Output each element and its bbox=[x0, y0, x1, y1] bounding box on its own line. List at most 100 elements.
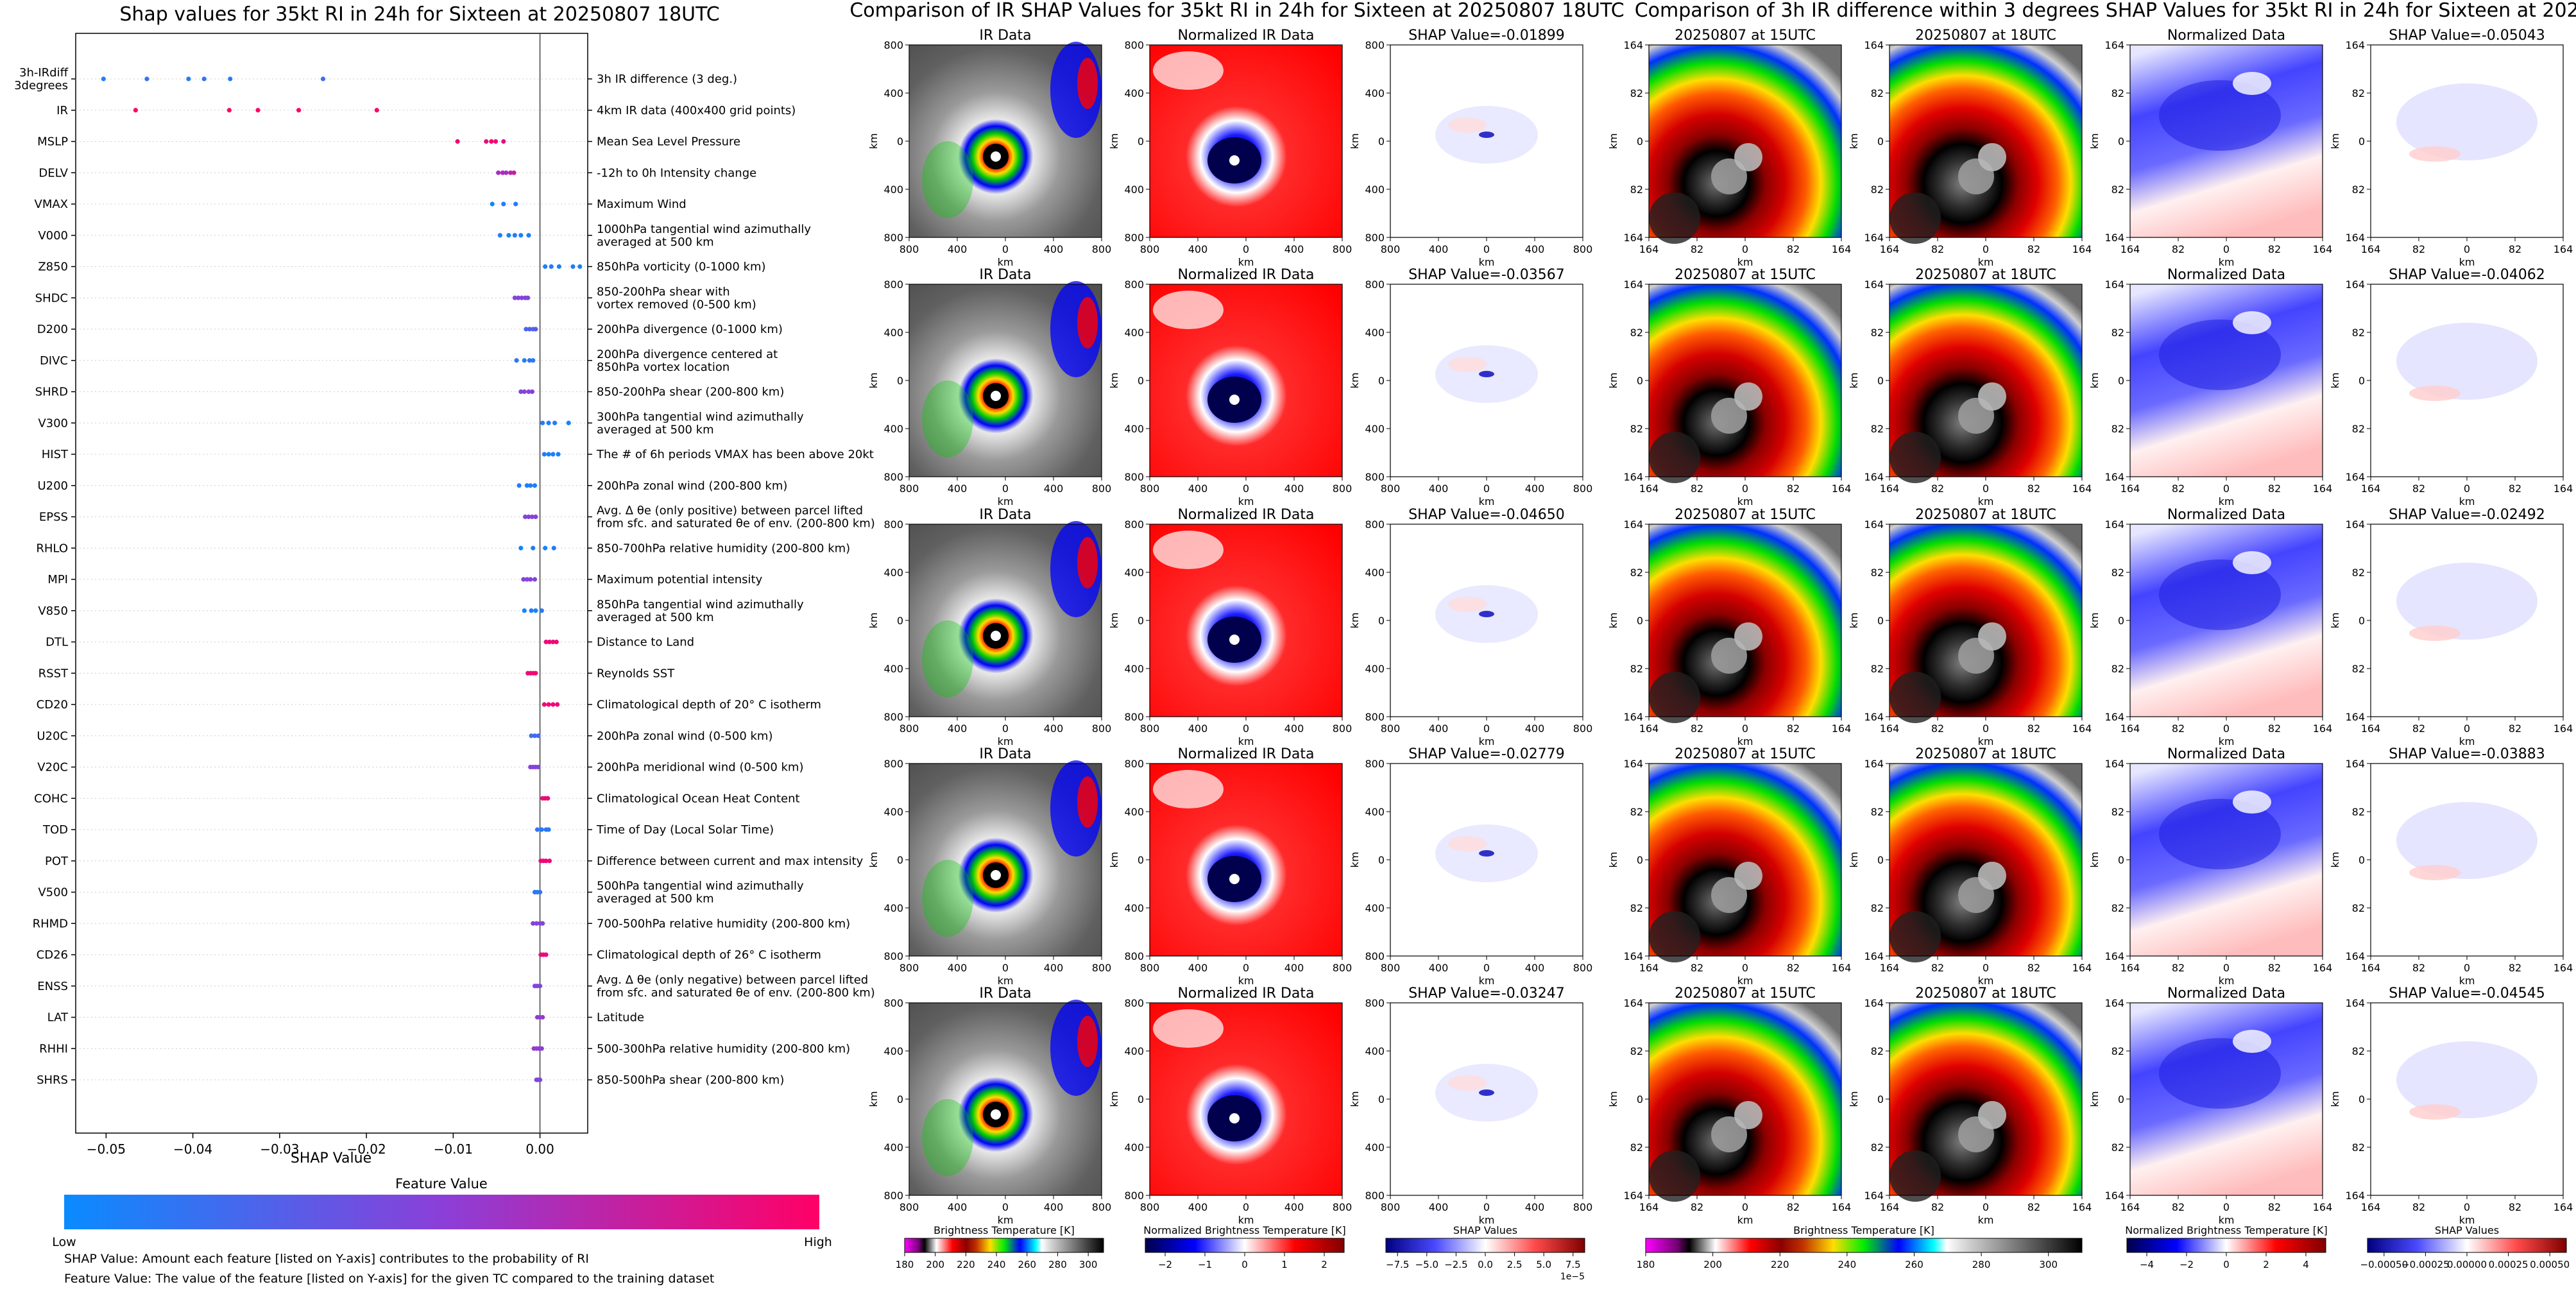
y-tick-label: 400 bbox=[1124, 327, 1144, 339]
y-tick-label: 82 bbox=[1630, 902, 1643, 914]
y-tick-label: 400 bbox=[1124, 902, 1144, 914]
y-tick-label: 400 bbox=[1365, 567, 1385, 579]
summary-xlabel: SHAP Value bbox=[291, 1150, 371, 1166]
feature-description-label: 4km IR data (400x400 grid points) bbox=[597, 104, 796, 117]
feature-description-label: vortex removed (0-500 km) bbox=[597, 298, 756, 311]
x-tick-label: 400 bbox=[1525, 722, 1545, 735]
x-tick-label: 800 bbox=[1140, 1201, 1160, 1213]
negative-difference bbox=[2159, 559, 2281, 630]
x-tick-label: 0 bbox=[1742, 962, 1748, 974]
shap-point bbox=[536, 733, 541, 738]
shap-positive-area bbox=[2409, 386, 2461, 401]
feature-description-label: 200hPa zonal wind (0-500 km) bbox=[597, 730, 773, 743]
y-tick-label: 0 bbox=[1378, 854, 1385, 866]
shap-point bbox=[504, 170, 509, 175]
shap-point bbox=[228, 76, 233, 81]
shap-point bbox=[529, 389, 535, 395]
x-tick-label: 164 bbox=[1832, 962, 1852, 974]
shap-positive-area bbox=[2409, 146, 2461, 162]
irdiff-shap-title: SHAP Value=-0.02492 bbox=[2389, 507, 2545, 523]
x-tick-label: 400 bbox=[1188, 1201, 1208, 1213]
y-axis-label: km bbox=[1607, 133, 1619, 149]
y-tick-label: 82 bbox=[2352, 902, 2365, 914]
shap-point bbox=[133, 108, 138, 113]
x-axis-label: km bbox=[1978, 1214, 1994, 1226]
ir-rainband bbox=[922, 1099, 973, 1176]
convective-core bbox=[1978, 1101, 2006, 1129]
shap-point bbox=[529, 733, 534, 738]
x-tick-label: 400 bbox=[1044, 482, 1064, 495]
x-tick-label: 0 bbox=[2464, 962, 2470, 974]
x-tick-label: 164 bbox=[2554, 243, 2573, 255]
shap-point bbox=[522, 389, 527, 395]
feature-name-label: SHRS bbox=[37, 1073, 68, 1087]
x-tick-label: 0 bbox=[1002, 482, 1009, 495]
x-tick-label: 0 bbox=[2223, 243, 2230, 255]
y-tick-label: 82 bbox=[2111, 806, 2124, 818]
ir-data-title: IR Data bbox=[979, 986, 1031, 1002]
y-tick-label: 0 bbox=[1637, 615, 1643, 627]
colorbar-tick-label: 240 bbox=[987, 1259, 1006, 1270]
shap-positive-area bbox=[2409, 626, 2461, 641]
y-tick-label: 82 bbox=[2111, 327, 2124, 339]
y-tick-label: 400 bbox=[1365, 87, 1385, 99]
y-tick-label: 164 bbox=[2104, 758, 2124, 770]
normalized-eye bbox=[1229, 155, 1240, 166]
shap-point bbox=[546, 452, 551, 457]
feature-description-label: 500hPa tangential wind azimuthally bbox=[597, 880, 804, 893]
x-tick-label: 164 bbox=[1639, 722, 1659, 735]
x-axis-label: km bbox=[2459, 256, 2475, 268]
x-tick-label: 0 bbox=[1243, 962, 1249, 974]
y-tick-label: 164 bbox=[1864, 278, 1884, 291]
shap-point bbox=[521, 577, 526, 582]
y-tick-label: 164 bbox=[2345, 758, 2365, 770]
normalized-ir-title: Normalized IR Data bbox=[1177, 746, 1314, 762]
colorbar-tick-label: −7.5 bbox=[1386, 1259, 1409, 1270]
x-axis-label: km bbox=[2219, 256, 2235, 268]
shap-point bbox=[513, 201, 518, 207]
y-tick-label: 82 bbox=[1871, 327, 1884, 339]
x-tick-label: 82 bbox=[1931, 482, 1944, 495]
shap-positive-area bbox=[2409, 865, 2461, 880]
colorbar-label: Normalized Brightness Temperature [K] bbox=[1143, 1224, 1346, 1236]
x-tick-label: 82 bbox=[2027, 962, 2040, 974]
feature-name-label: Z850 bbox=[38, 260, 68, 274]
ir-cloud-core bbox=[1077, 58, 1098, 109]
x-tick-label: 164 bbox=[2361, 243, 2381, 255]
x-tick-label: 82 bbox=[1691, 1201, 1703, 1213]
shap-point bbox=[496, 170, 501, 175]
x-tick-label: 0 bbox=[1983, 1201, 1989, 1213]
x-tick-label: 82 bbox=[2412, 1201, 2425, 1213]
normalized-ir-title: Normalized IR Data bbox=[1177, 507, 1314, 523]
x-tick-label: 164 bbox=[2120, 1201, 2140, 1213]
convective-core bbox=[1734, 622, 1762, 651]
x-tick-label: 164 bbox=[2313, 1201, 2333, 1213]
colorbar-tick-label: 300 bbox=[2039, 1259, 2058, 1270]
convective-core bbox=[1711, 638, 1747, 674]
shap-point bbox=[101, 76, 106, 81]
y-tick-label: 400 bbox=[883, 87, 903, 99]
convective-core bbox=[1711, 877, 1747, 913]
shap-negative-core bbox=[1479, 371, 1494, 377]
x-tick-label: 400 bbox=[1429, 1201, 1449, 1213]
x-tick-label: 0.00 bbox=[525, 1141, 554, 1157]
y-tick-label: 800 bbox=[1365, 471, 1385, 483]
feature-description-label: 300hPa tangential wind azimuthally bbox=[597, 410, 804, 423]
x-tick-label: 400 bbox=[1044, 243, 1064, 255]
convective-core bbox=[1711, 1116, 1747, 1152]
shap-negative-core bbox=[1479, 611, 1494, 617]
temp-15utc-title: 20250807 at 15UTC bbox=[1675, 507, 1816, 523]
irdiff-comparison-title: Comparison of 3h IR difference within 3 … bbox=[1635, 0, 2576, 22]
x-tick-label: 82 bbox=[1787, 722, 1800, 735]
x-axis-label: km bbox=[1978, 735, 1994, 747]
x-tick-label: 800 bbox=[1333, 482, 1352, 495]
x-tick-label: 164 bbox=[2313, 482, 2333, 495]
colorbar-tick-label: 220 bbox=[1771, 1259, 1789, 1270]
y-tick-label: 164 bbox=[2104, 232, 2124, 244]
y-axis-label: km bbox=[1108, 373, 1120, 389]
colorbar-tick-label: 7.5 bbox=[1565, 1259, 1581, 1270]
shap-point bbox=[539, 608, 544, 613]
x-tick-label: 82 bbox=[2412, 962, 2425, 974]
y-tick-label: 82 bbox=[1630, 327, 1643, 339]
y-axis-label: km bbox=[1848, 852, 1860, 868]
